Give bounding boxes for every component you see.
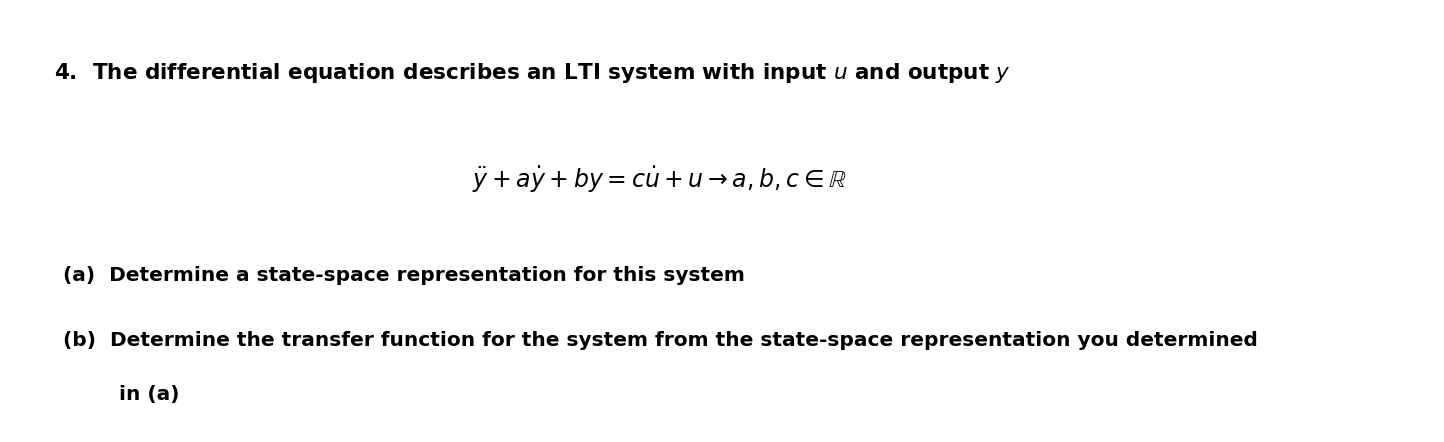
Text: (b)  Determine the transfer function for the system from the state-space represe: (b) Determine the transfer function for …: [64, 331, 1258, 350]
Text: $\ddot{y} + a\dot{y} + by = c\dot{u} + u \rightarrow a, b, c \in \mathbb{R}$: $\ddot{y} + a\dot{y} + by = c\dot{u} + u…: [472, 164, 846, 195]
Text: in (a): in (a): [64, 385, 179, 404]
Text: 4.  The differential equation describes an LTI system with input $u$ and output : 4. The differential equation describes a…: [53, 61, 1011, 84]
Text: (a)  Determine a state-space representation for this system: (a) Determine a state-space representati…: [64, 266, 745, 285]
